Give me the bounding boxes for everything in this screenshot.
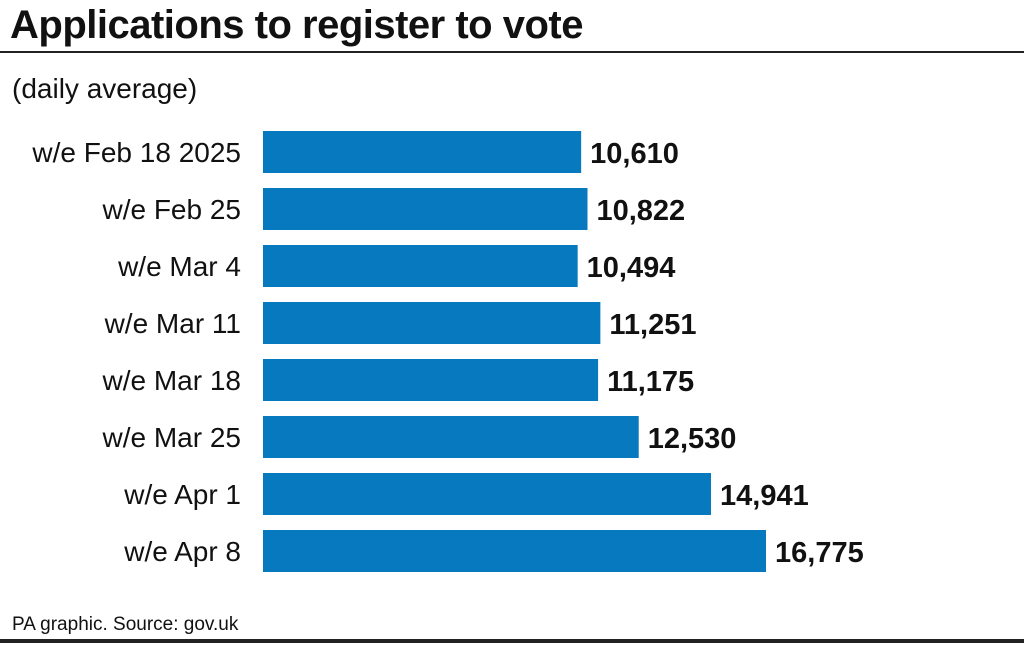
value-label: 14,941 [720, 480, 809, 512]
source-note: PA graphic. Source: gov.uk [12, 614, 239, 635]
chart-title: Applications to register to vote [10, 3, 583, 47]
bottom-rule [0, 639, 1024, 643]
bar [263, 416, 639, 458]
bar [263, 245, 578, 287]
category-label: w/e Feb 25 [101, 194, 241, 225]
category-label: w/e Mar 25 [102, 422, 242, 453]
category-label: w/e Apr 8 [123, 536, 241, 567]
bar [263, 131, 582, 173]
category-label: w/e Mar 11 [104, 308, 241, 339]
bar [263, 188, 588, 230]
value-label: 12,530 [648, 423, 737, 455]
bar [263, 302, 601, 344]
bar [263, 473, 712, 515]
value-label: 11,175 [607, 366, 694, 398]
value-label: 11,251 [609, 309, 696, 341]
category-label: w/e Mar 4 [117, 251, 241, 282]
title-divider [0, 51, 1024, 53]
category-label: w/e Mar 18 [102, 365, 242, 396]
category-label: w/e Feb 18 2025 [31, 137, 241, 168]
value-label: 16,775 [775, 537, 864, 569]
bar [263, 359, 599, 401]
value-label: 10,494 [587, 252, 676, 284]
bar [263, 530, 766, 572]
category-label: w/e Apr 1 [123, 479, 241, 510]
chart-subtitle: (daily average) [12, 73, 198, 104]
value-label: 10,610 [590, 138, 679, 170]
value-label: 10,822 [596, 195, 685, 227]
